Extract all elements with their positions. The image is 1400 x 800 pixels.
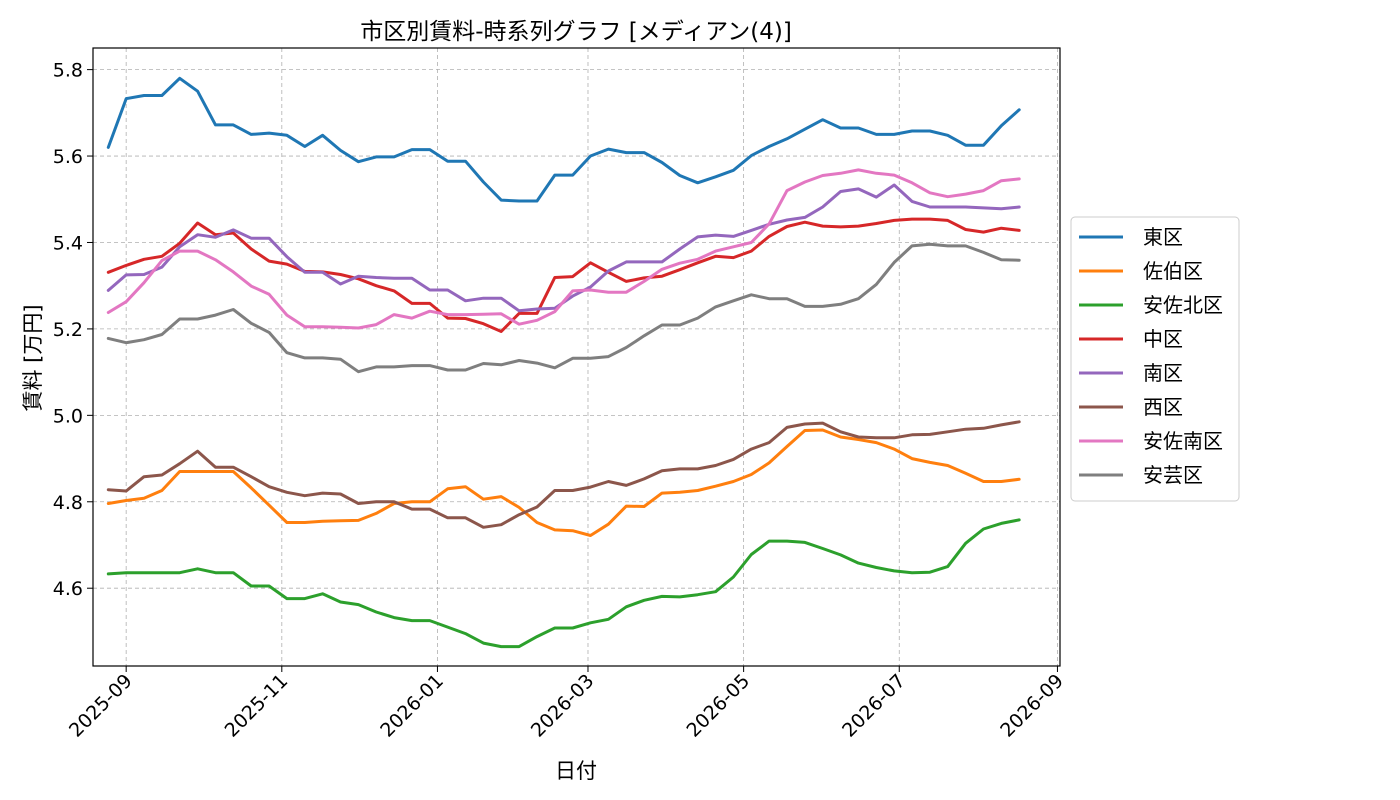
x-tick-label: 2026-01 [376, 670, 448, 742]
series-line [106, 518, 1021, 649]
x-axis: 2025-09 2025-11 2026-01 2026-03 2026-05 2026-… [65, 666, 1068, 742]
y-tick-label: 5.0 [53, 405, 83, 427]
x-tick-label: 2026-09 [996, 670, 1068, 742]
y-tick-label: 4.8 [53, 492, 83, 514]
legend-label: 東区 [1143, 225, 1183, 249]
x-tick-label: 2026-03 [527, 670, 599, 742]
y-tick-label: 5.6 [53, 146, 83, 168]
series-line [106, 76, 1021, 203]
series-line [106, 428, 1021, 537]
legend-label: 安佐南区 [1143, 429, 1223, 453]
series-line [106, 420, 1021, 529]
series-line [106, 217, 1021, 333]
series-lines [106, 76, 1021, 649]
x-axis-label: 日付 [555, 759, 597, 783]
legend-label: 南区 [1143, 361, 1183, 385]
legend-label: 中区 [1143, 327, 1183, 351]
y-tick-label: 5.8 [53, 60, 83, 82]
plot-area-frame [92, 47, 1061, 667]
x-tick-label: 2025-09 [65, 670, 137, 742]
legend-label: 西区 [1143, 395, 1183, 419]
series-line [106, 242, 1021, 374]
y-tick-label: 4.6 [53, 578, 83, 600]
y-tick-label: 5.4 [53, 232, 83, 254]
legend-label: 佐伯区 [1143, 259, 1203, 283]
x-tick-label: 2026-07 [838, 670, 910, 742]
series-line [106, 183, 1021, 313]
y-axis: 4.6 4.8 5.0 5.2 5.4 5.6 5.8 [53, 60, 93, 600]
legend-label: 安芸区 [1143, 463, 1203, 487]
x-tick-label: 2026-05 [682, 670, 754, 742]
y-tick-label: 5.2 [53, 319, 83, 341]
legend-box [1070, 216, 1240, 502]
y-axis-label: 賃料 [万円] [21, 304, 45, 411]
x-tick-label: 2025-11 [221, 670, 293, 742]
chart-title: 市区別賃料-時系列グラフ [メディアン(4)] [360, 19, 792, 45]
series-line [106, 168, 1021, 330]
legend-label: 安佐北区 [1143, 293, 1223, 317]
